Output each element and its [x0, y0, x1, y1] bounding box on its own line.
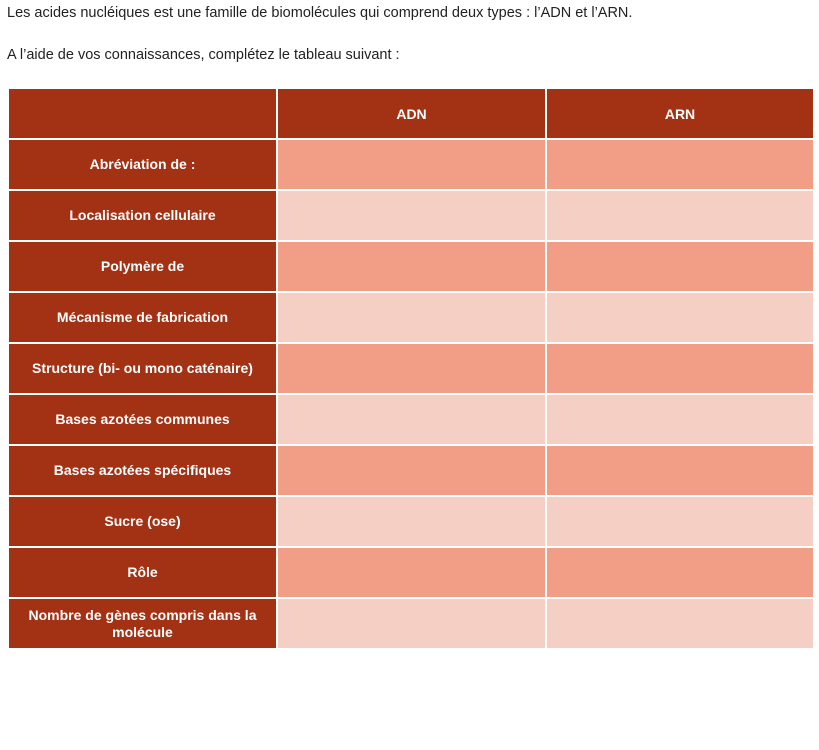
row-label: Rôle — [7, 546, 278, 599]
table-row: Abréviation de : — [7, 138, 815, 191]
table-row: Sucre (ose) — [7, 495, 815, 548]
table-row: Localisation cellulaire — [7, 189, 815, 242]
cell-arn[interactable] — [545, 240, 815, 293]
cell-arn[interactable] — [545, 291, 815, 344]
cell-adn[interactable] — [276, 342, 547, 395]
instruction-text: A l’aide de vos connaissances, complétez… — [7, 47, 400, 63]
table-row: Nombre de gènes compris dans la molécule — [7, 597, 815, 650]
cell-adn[interactable] — [276, 597, 547, 650]
cell-arn[interactable] — [545, 444, 815, 497]
table-header-row: ADN ARN — [7, 87, 815, 140]
cell-adn[interactable] — [276, 393, 547, 446]
cell-adn[interactable] — [276, 546, 547, 599]
cell-adn[interactable] — [276, 291, 547, 344]
cell-arn[interactable] — [545, 342, 815, 395]
header-corner — [7, 87, 278, 140]
row-label: Mécanisme de fabrication — [7, 291, 278, 344]
header-adn: ADN — [276, 87, 547, 140]
table-row: Structure (bi- ou mono caténaire) — [7, 342, 815, 395]
row-label: Sucre (ose) — [7, 495, 278, 548]
row-label: Bases azotées communes — [7, 393, 278, 446]
cell-arn[interactable] — [545, 597, 815, 650]
intro-text: Les acides nucléiques est une famille de… — [7, 5, 633, 21]
table-row: Bases azotées spécifiques — [7, 444, 815, 497]
row-label: Localisation cellulaire — [7, 189, 278, 242]
comparison-table: ADN ARN Abréviation de : Localisation ce… — [7, 87, 815, 650]
cell-adn[interactable] — [276, 495, 547, 548]
row-label: Abréviation de : — [7, 138, 278, 191]
cell-adn[interactable] — [276, 444, 547, 497]
cell-arn[interactable] — [545, 138, 815, 191]
cell-arn[interactable] — [545, 546, 815, 599]
cell-arn[interactable] — [545, 189, 815, 242]
row-label: Bases azotées spécifiques — [7, 444, 278, 497]
cell-adn[interactable] — [276, 240, 547, 293]
table-row: Rôle — [7, 546, 815, 599]
table-row: Polymère de — [7, 240, 815, 293]
cell-adn[interactable] — [276, 189, 547, 242]
row-label: Polymère de — [7, 240, 278, 293]
row-label: Structure (bi- ou mono caténaire) — [7, 342, 278, 395]
row-label: Nombre de gènes compris dans la molécule — [7, 597, 278, 650]
header-arn: ARN — [545, 87, 815, 140]
table-row: Bases azotées communes — [7, 393, 815, 446]
cell-arn[interactable] — [545, 495, 815, 548]
cell-arn[interactable] — [545, 393, 815, 446]
cell-adn[interactable] — [276, 138, 547, 191]
table-row: Mécanisme de fabrication — [7, 291, 815, 344]
